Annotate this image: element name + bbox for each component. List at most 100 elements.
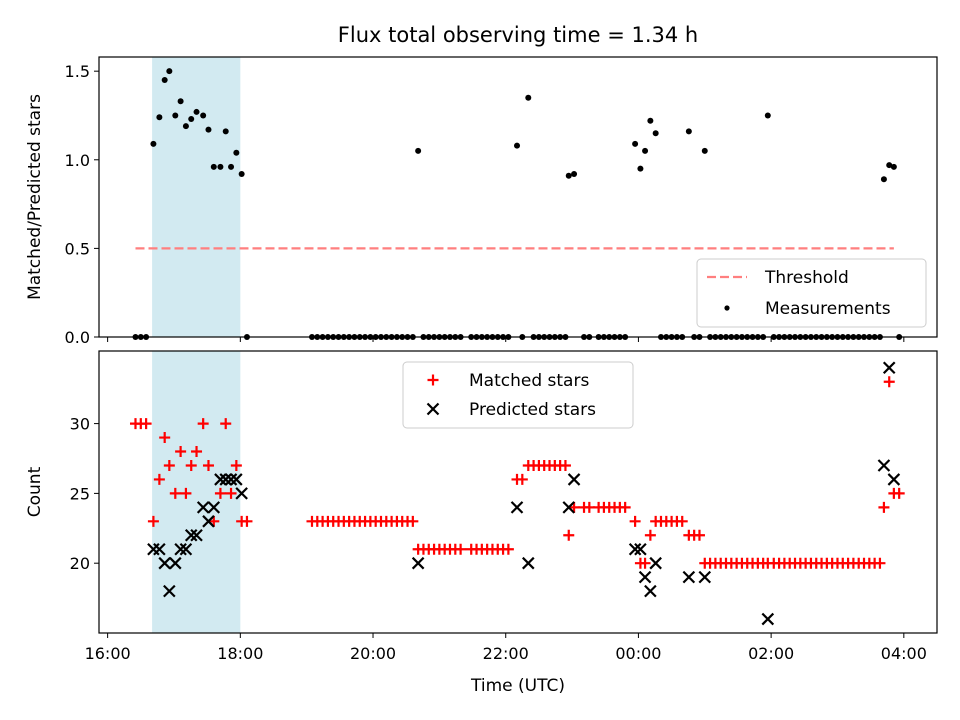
y-tick-label: 25 — [70, 484, 90, 503]
x-tick-label: 18:00 — [217, 644, 263, 663]
predicted-stars-marker — [562, 501, 576, 514]
ratio-y-axis-label: Matched/Predicted stars — [25, 94, 45, 300]
matched-stars-marker — [208, 515, 220, 527]
measurement-point — [193, 108, 200, 115]
measurement-point — [647, 117, 654, 124]
y-tick-label: 1.0 — [65, 151, 90, 170]
y-tick-label: 30 — [70, 415, 90, 434]
predicted-stars-marker — [169, 556, 182, 570]
matched-stars-marker — [191, 446, 203, 458]
measurement-point — [886, 162, 893, 169]
predicted-stars-marker — [163, 584, 176, 598]
predicted-stars-marker — [158, 556, 171, 570]
matched-stars-marker — [163, 459, 175, 471]
measurement-point — [880, 176, 887, 183]
x-tick-label: 20:00 — [350, 644, 396, 663]
measurement-point — [525, 94, 532, 101]
matched-stars-marker — [619, 501, 631, 513]
matched-stars-marker — [878, 501, 890, 513]
ratio-legend: Threshold Measurements — [696, 258, 927, 328]
highlight-span — [152, 351, 241, 633]
matched-stars-marker — [568, 501, 580, 513]
matched-stars-marker — [140, 418, 152, 430]
predicted-stars-marker — [184, 528, 198, 542]
matched-stars-marker — [214, 487, 226, 499]
ratio-y-axis: 0.0 0.5 1.0 1.5 — [65, 62, 99, 347]
matched-stars-marker — [175, 446, 187, 458]
predicted-stars-marker — [224, 473, 238, 486]
predicted-stars-marker — [882, 361, 896, 375]
x-axis-label: Time (UTC) — [470, 676, 565, 696]
predicted-stars-marker — [644, 584, 657, 598]
measurement-point — [177, 98, 184, 105]
y-tick-label: 0.0 — [65, 328, 90, 347]
matched-stars-marker — [874, 557, 886, 569]
measurement-point — [222, 128, 229, 135]
predicted-stars-marker — [179, 542, 193, 556]
count-panel: 20 25 30 16:00 18:00 20:00 22:00 00:00 02:00 04:… — [25, 350, 938, 696]
measurement-point — [156, 114, 163, 121]
highlight-span-layer — [152, 351, 241, 633]
matched-stars-marker — [629, 515, 641, 527]
measurement-point — [161, 77, 168, 84]
predicted-stars-marker — [887, 473, 901, 486]
highlight-span — [152, 57, 241, 337]
predicted-stars-marker — [219, 473, 233, 486]
matched-stars-marker — [225, 487, 237, 499]
matched-stars-marker — [147, 515, 159, 527]
measurement-point — [514, 142, 521, 149]
matched-stars-marker — [893, 487, 905, 499]
matched-stars-marker — [563, 529, 575, 541]
highlight-span-layer — [152, 57, 241, 337]
predicted-stars-marker — [567, 473, 581, 486]
predicted-stars-marker — [628, 542, 642, 556]
measurement-point — [172, 112, 179, 119]
x-tick-label: 02:00 — [748, 644, 794, 663]
legend-matched-swatch — [427, 374, 439, 386]
measurement-point — [200, 112, 207, 119]
legend-box — [402, 361, 634, 429]
matched-stars-marker — [559, 459, 571, 471]
predicted-stars-marker — [522, 556, 535, 570]
predicted-stars-marker — [202, 515, 215, 528]
legend-measurements-swatch — [724, 305, 730, 311]
count-y-axis: 20 25 30 — [70, 415, 99, 573]
y-tick-label: 0.5 — [65, 239, 90, 258]
matched-stars-marker — [153, 473, 165, 485]
legend-measurements-label: Measurements — [765, 299, 891, 319]
matched-stars-marker — [169, 487, 181, 499]
legend-predicted-label: Predicted stars — [469, 400, 596, 420]
legend-threshold-label: Threshold — [764, 268, 849, 288]
matched-stars-marker — [502, 543, 514, 555]
matched-stars-marker — [883, 376, 895, 388]
measurement-point — [228, 163, 235, 170]
measurement-point — [890, 163, 897, 170]
matched-stars-marker — [220, 418, 232, 430]
measurement-point — [188, 116, 195, 123]
measurement-point — [632, 140, 639, 147]
matched-stars-marker — [676, 515, 688, 527]
measurement-point — [637, 165, 644, 172]
count-x-axis: 16:00 18:00 20:00 22:00 00:00 02:00 04:00 — [85, 633, 927, 663]
matched-stars-marker — [180, 487, 192, 499]
count-legend: Matched stars Predicted stars — [402, 361, 634, 429]
legend-box — [696, 258, 927, 328]
matched-stars-marker — [407, 515, 419, 527]
predicted-stars-marker — [877, 459, 891, 472]
legend-predicted-swatch — [426, 402, 440, 416]
predicted-stars-marker — [196, 501, 210, 514]
measurement-point — [764, 112, 771, 119]
predicted-stars-marker — [190, 528, 203, 542]
x-tick-label: 22:00 — [483, 644, 529, 663]
matched-stars-marker — [197, 418, 209, 430]
legend-matched-label: Matched stars — [469, 371, 589, 391]
measurement-point — [205, 126, 212, 133]
y-tick-label: 20 — [70, 554, 90, 573]
predicted-stars-marker — [634, 542, 647, 556]
measurement-point — [642, 147, 649, 154]
ratio-panel: 0.0 0.5 1.0 1.5 Matched/Predicted stars Thr… — [25, 56, 938, 347]
predicted-stars-marker — [174, 542, 187, 556]
matched-stars-marker — [639, 557, 651, 569]
matched-stars-marker — [241, 515, 253, 527]
